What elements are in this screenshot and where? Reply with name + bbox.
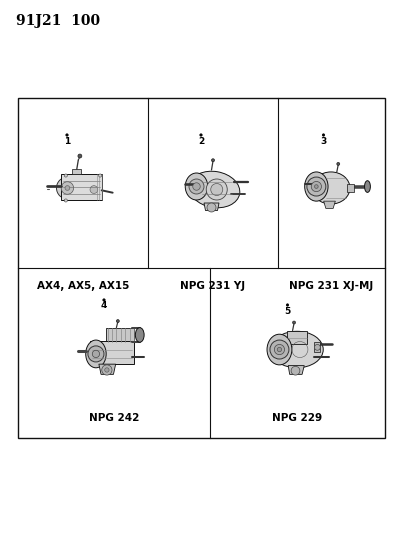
Circle shape — [307, 177, 326, 196]
Circle shape — [286, 304, 289, 306]
Circle shape — [206, 179, 227, 200]
Ellipse shape — [185, 173, 208, 200]
Circle shape — [314, 185, 318, 188]
Circle shape — [61, 182, 74, 194]
Text: NPG 231 YJ: NPG 231 YJ — [180, 281, 245, 291]
Circle shape — [78, 154, 82, 158]
Text: NPG 242: NPG 242 — [89, 413, 139, 423]
Text: NPG 231 XJ-MJ: NPG 231 XJ-MJ — [290, 281, 374, 291]
Polygon shape — [324, 201, 335, 208]
Text: AX4, AX5, AX15: AX4, AX5, AX15 — [37, 281, 129, 291]
Circle shape — [189, 179, 204, 194]
Circle shape — [64, 174, 67, 177]
Text: 3: 3 — [320, 136, 327, 146]
Bar — [61, 174, 102, 200]
Ellipse shape — [86, 340, 106, 368]
Circle shape — [274, 344, 285, 354]
Circle shape — [57, 177, 78, 199]
Polygon shape — [204, 203, 219, 211]
Circle shape — [102, 365, 112, 375]
Bar — [72, 169, 81, 174]
Ellipse shape — [189, 171, 240, 208]
Circle shape — [211, 183, 223, 196]
Polygon shape — [288, 366, 304, 374]
Bar — [90, 341, 134, 364]
Circle shape — [88, 346, 104, 362]
Circle shape — [270, 340, 289, 359]
Circle shape — [200, 134, 202, 136]
Circle shape — [293, 321, 296, 324]
Bar — [106, 328, 134, 342]
Text: 4: 4 — [101, 302, 107, 311]
Circle shape — [211, 159, 215, 161]
Bar — [314, 342, 320, 352]
Circle shape — [311, 181, 322, 192]
Ellipse shape — [365, 181, 371, 192]
Circle shape — [87, 182, 101, 197]
Circle shape — [90, 185, 98, 193]
Circle shape — [207, 203, 216, 212]
Ellipse shape — [267, 334, 292, 365]
Circle shape — [277, 348, 282, 352]
Circle shape — [291, 366, 300, 375]
Polygon shape — [99, 364, 115, 374]
Ellipse shape — [305, 172, 328, 201]
Circle shape — [314, 344, 320, 350]
Circle shape — [66, 134, 68, 136]
Text: 2: 2 — [198, 136, 204, 146]
Circle shape — [116, 320, 119, 322]
Circle shape — [64, 199, 67, 202]
Ellipse shape — [136, 328, 144, 342]
Bar — [18, 98, 385, 438]
Text: 91J21  100: 91J21 100 — [16, 14, 100, 28]
Circle shape — [99, 174, 102, 177]
Circle shape — [103, 299, 105, 301]
Circle shape — [92, 350, 99, 358]
Text: 5: 5 — [284, 306, 291, 316]
Circle shape — [193, 183, 200, 190]
Circle shape — [105, 368, 109, 372]
Ellipse shape — [271, 332, 323, 368]
Bar — [287, 330, 307, 344]
Circle shape — [65, 185, 70, 190]
Text: 1: 1 — [64, 136, 70, 146]
Ellipse shape — [312, 172, 350, 204]
Bar — [347, 184, 354, 192]
Circle shape — [322, 134, 325, 136]
Text: NPG 229: NPG 229 — [272, 413, 322, 423]
Circle shape — [337, 163, 340, 165]
